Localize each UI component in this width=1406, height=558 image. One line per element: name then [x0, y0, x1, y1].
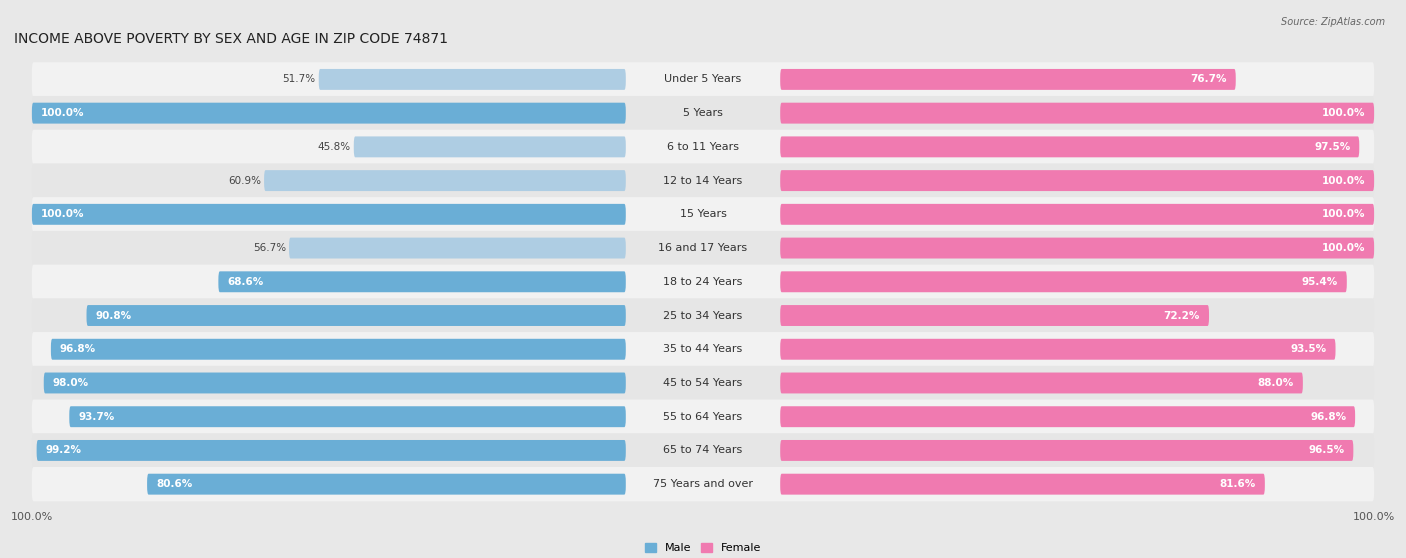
FancyBboxPatch shape: [87, 305, 626, 326]
Text: INCOME ABOVE POVERTY BY SEX AND AGE IN ZIP CODE 74871: INCOME ABOVE POVERTY BY SEX AND AGE IN Z…: [14, 32, 449, 46]
FancyBboxPatch shape: [780, 170, 1374, 191]
Text: 6 to 11 Years: 6 to 11 Years: [666, 142, 740, 152]
FancyBboxPatch shape: [32, 467, 1374, 502]
FancyBboxPatch shape: [32, 62, 1374, 97]
Text: 100.0%: 100.0%: [1322, 108, 1365, 118]
FancyBboxPatch shape: [32, 129, 1374, 164]
Text: 45.8%: 45.8%: [318, 142, 352, 152]
Text: 100.0%: 100.0%: [1322, 209, 1365, 219]
Text: 95.4%: 95.4%: [1302, 277, 1339, 287]
FancyBboxPatch shape: [780, 339, 1336, 360]
Text: 96.5%: 96.5%: [1309, 445, 1344, 455]
Text: 98.0%: 98.0%: [52, 378, 89, 388]
FancyBboxPatch shape: [51, 339, 626, 360]
FancyBboxPatch shape: [32, 264, 1374, 299]
Text: 96.8%: 96.8%: [60, 344, 96, 354]
Text: 76.7%: 76.7%: [1191, 74, 1227, 84]
FancyBboxPatch shape: [780, 305, 1209, 326]
Text: 56.7%: 56.7%: [253, 243, 285, 253]
Text: 16 and 17 Years: 16 and 17 Years: [658, 243, 748, 253]
Text: Under 5 Years: Under 5 Years: [665, 74, 741, 84]
Text: 90.8%: 90.8%: [96, 310, 132, 320]
FancyBboxPatch shape: [148, 474, 626, 494]
Text: 93.7%: 93.7%: [79, 412, 114, 422]
FancyBboxPatch shape: [37, 440, 626, 461]
Text: 100.0%: 100.0%: [41, 209, 84, 219]
FancyBboxPatch shape: [780, 238, 1374, 258]
Text: 93.5%: 93.5%: [1291, 344, 1327, 354]
Text: 75 Years and over: 75 Years and over: [652, 479, 754, 489]
Text: 99.2%: 99.2%: [45, 445, 82, 455]
FancyBboxPatch shape: [780, 440, 1354, 461]
FancyBboxPatch shape: [780, 406, 1355, 427]
Text: 72.2%: 72.2%: [1164, 310, 1201, 320]
Text: 80.6%: 80.6%: [156, 479, 193, 489]
Legend: Male, Female: Male, Female: [641, 540, 765, 556]
FancyBboxPatch shape: [780, 271, 1347, 292]
FancyBboxPatch shape: [354, 136, 626, 157]
Text: 68.6%: 68.6%: [228, 277, 263, 287]
FancyBboxPatch shape: [290, 238, 626, 258]
Text: 97.5%: 97.5%: [1315, 142, 1350, 152]
FancyBboxPatch shape: [780, 373, 1303, 393]
FancyBboxPatch shape: [780, 474, 1265, 494]
FancyBboxPatch shape: [32, 231, 1374, 265]
Text: 12 to 14 Years: 12 to 14 Years: [664, 176, 742, 186]
FancyBboxPatch shape: [264, 170, 626, 191]
FancyBboxPatch shape: [32, 332, 1374, 367]
Text: 55 to 64 Years: 55 to 64 Years: [664, 412, 742, 422]
FancyBboxPatch shape: [69, 406, 626, 427]
Text: 15 Years: 15 Years: [679, 209, 727, 219]
FancyBboxPatch shape: [32, 400, 1374, 434]
FancyBboxPatch shape: [780, 204, 1374, 225]
FancyBboxPatch shape: [32, 163, 1374, 198]
Text: 96.8%: 96.8%: [1310, 412, 1346, 422]
FancyBboxPatch shape: [32, 433, 1374, 468]
FancyBboxPatch shape: [44, 373, 626, 393]
Text: 60.9%: 60.9%: [228, 176, 262, 186]
Text: 100.0%: 100.0%: [1322, 243, 1365, 253]
Text: 35 to 44 Years: 35 to 44 Years: [664, 344, 742, 354]
FancyBboxPatch shape: [780, 136, 1360, 157]
Text: 88.0%: 88.0%: [1258, 378, 1294, 388]
FancyBboxPatch shape: [780, 103, 1374, 123]
Text: Source: ZipAtlas.com: Source: ZipAtlas.com: [1281, 17, 1385, 27]
Text: 81.6%: 81.6%: [1219, 479, 1256, 489]
Text: 25 to 34 Years: 25 to 34 Years: [664, 310, 742, 320]
FancyBboxPatch shape: [218, 271, 626, 292]
Text: 100.0%: 100.0%: [1322, 176, 1365, 186]
FancyBboxPatch shape: [32, 197, 1374, 232]
FancyBboxPatch shape: [319, 69, 626, 90]
FancyBboxPatch shape: [32, 204, 626, 225]
Text: 51.7%: 51.7%: [283, 74, 316, 84]
Text: 65 to 74 Years: 65 to 74 Years: [664, 445, 742, 455]
FancyBboxPatch shape: [32, 299, 1374, 333]
Text: 18 to 24 Years: 18 to 24 Years: [664, 277, 742, 287]
Text: 100.0%: 100.0%: [41, 108, 84, 118]
FancyBboxPatch shape: [780, 69, 1236, 90]
Text: 45 to 54 Years: 45 to 54 Years: [664, 378, 742, 388]
FancyBboxPatch shape: [32, 96, 1374, 131]
FancyBboxPatch shape: [32, 366, 1374, 400]
Text: 5 Years: 5 Years: [683, 108, 723, 118]
FancyBboxPatch shape: [32, 103, 626, 123]
